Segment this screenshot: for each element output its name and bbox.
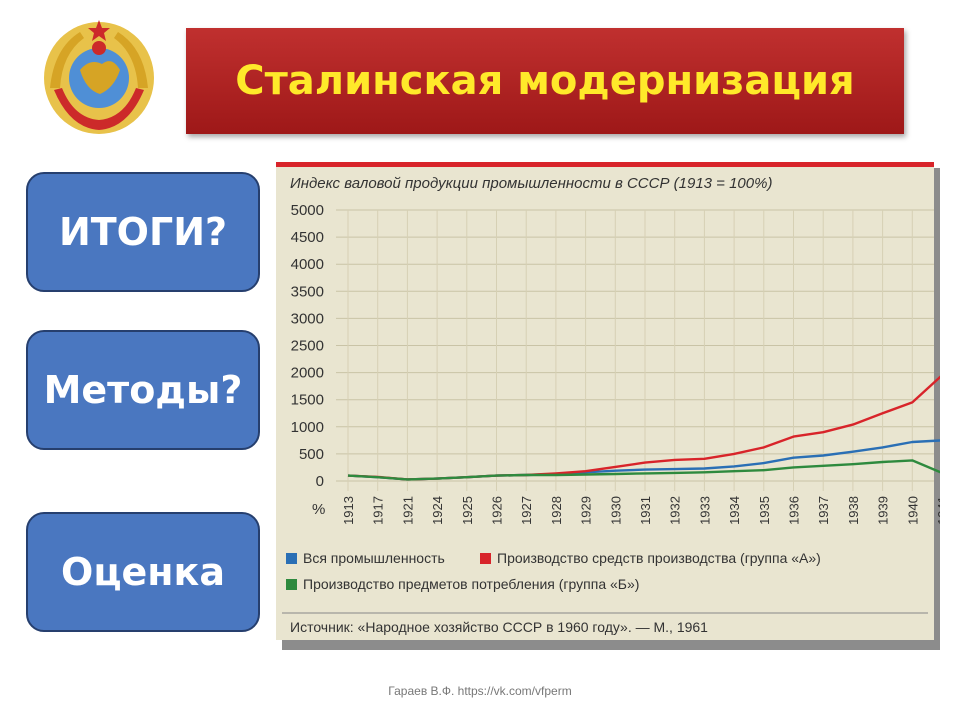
y-tick-label: 2000 bbox=[291, 365, 324, 382]
industry-index-chart: Индекс валовой продукции промышленности … bbox=[276, 162, 940, 650]
x-tick-label: 1940 bbox=[905, 496, 920, 525]
x-tick-label: 1926 bbox=[490, 496, 505, 525]
chart-title: Индекс валовой продукции промышленности … bbox=[290, 175, 772, 192]
y-tick-label: 1500 bbox=[291, 392, 324, 409]
y-tick-label: 5000 bbox=[291, 202, 324, 219]
legend-label-0: Вся промышленность bbox=[303, 550, 445, 566]
x-tick-label: 1921 bbox=[400, 496, 415, 525]
x-tick-label: 1928 bbox=[549, 496, 564, 525]
x-tick-label: 1930 bbox=[608, 496, 623, 525]
series-line-2 bbox=[347, 459, 940, 481]
legend-swatch-1 bbox=[480, 553, 491, 564]
footer-credit: Гараев В.Ф. https://vk.com/vfperm bbox=[388, 684, 572, 698]
y-tick-label: 0 bbox=[316, 473, 324, 490]
y-tick-label: 500 bbox=[299, 446, 324, 463]
y-tick-label: 1000 bbox=[291, 419, 324, 436]
x-tick-label: 1932 bbox=[668, 496, 683, 525]
y-tick-label: 3000 bbox=[291, 310, 324, 327]
legend-label-2: Производство предметов потребления (груп… bbox=[303, 576, 639, 592]
assessment-button[interactable]: Оценка bbox=[26, 512, 260, 632]
chart-background bbox=[276, 162, 934, 640]
x-tick-label: 1933 bbox=[697, 496, 712, 525]
y-tick-label: 4000 bbox=[291, 256, 324, 273]
x-tick-label: 1938 bbox=[846, 496, 861, 525]
x-tick-label: 1941 bbox=[935, 496, 940, 525]
x-tick-label: 1939 bbox=[876, 496, 891, 525]
x-tick-label: 1917 bbox=[371, 496, 386, 525]
y-tick-label: 2500 bbox=[291, 338, 324, 355]
x-tick-label: 1924 bbox=[430, 496, 445, 525]
chart-source: Источник: «Народное хозяйство СССР в 196… bbox=[290, 619, 708, 635]
legend-label-1: Производство средств производства (групп… bbox=[497, 550, 821, 566]
y-tick-label: 3500 bbox=[291, 283, 324, 300]
x-tick-label: 1931 bbox=[638, 496, 653, 525]
x-tick-label: 1929 bbox=[579, 496, 594, 525]
legend-swatch-2 bbox=[286, 579, 297, 590]
chart-svg: Индекс валовой продукции промышленности … bbox=[276, 162, 940, 650]
y-axis-label: % bbox=[312, 501, 325, 518]
x-tick-label: 1925 bbox=[460, 496, 475, 525]
ussr-emblem bbox=[44, 20, 154, 134]
legend-swatch-0 bbox=[286, 553, 297, 564]
x-tick-label: 1935 bbox=[757, 496, 772, 525]
methods-button[interactable]: Методы? bbox=[26, 330, 260, 450]
title-banner: Сталинская модернизация bbox=[186, 28, 904, 134]
chart-top-border bbox=[276, 162, 934, 167]
y-tick-label: 4500 bbox=[291, 229, 324, 246]
x-tick-label: 1927 bbox=[519, 496, 534, 525]
page-title: Сталинская модернизация bbox=[235, 58, 855, 104]
x-tick-label: 1936 bbox=[787, 496, 802, 525]
x-tick-label: 1937 bbox=[816, 496, 831, 525]
x-tick-label: 1934 bbox=[727, 496, 742, 525]
x-tick-label: 1913 bbox=[341, 496, 356, 525]
results-button[interactable]: ИТОГИ? bbox=[26, 172, 260, 292]
